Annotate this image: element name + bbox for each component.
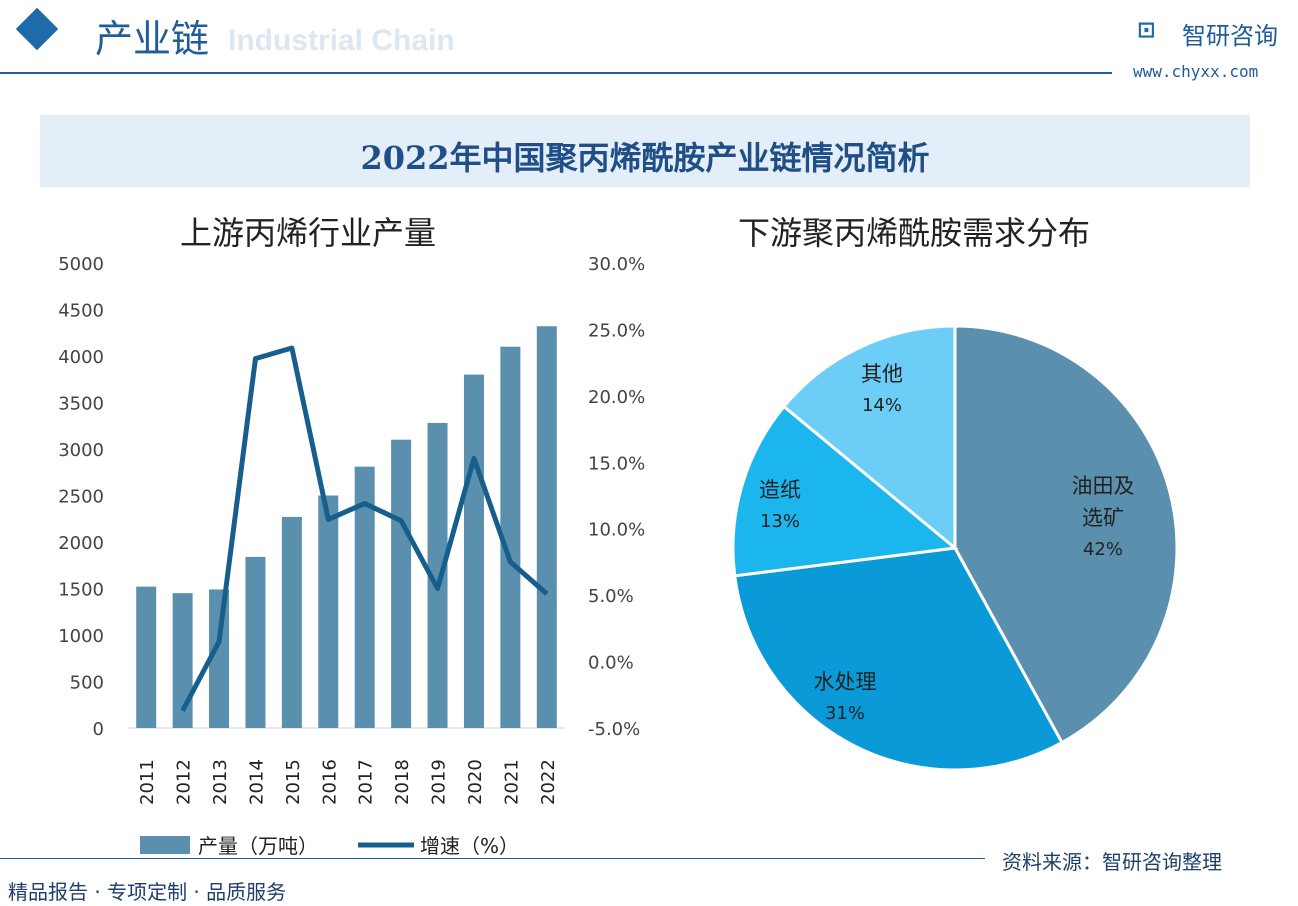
pie-chart — [731, 324, 1179, 772]
bar — [209, 589, 230, 728]
left-axis-tick: 0 — [93, 719, 104, 740]
slice-label-water: 水处理 31% — [810, 666, 880, 730]
slice-value: 13% — [759, 511, 800, 532]
left-axis-tick: 4500 — [58, 301, 104, 322]
brand-url: www.chyxx.com — [1133, 62, 1259, 81]
x-axis-tick: 2012 — [174, 759, 195, 805]
right-axis-tick: -5.0% — [588, 719, 640, 740]
pie-slice — [731, 404, 959, 578]
bar — [427, 422, 448, 728]
left-axis-tick: 3500 — [58, 394, 104, 415]
x-axis-tick: 2022 — [538, 759, 559, 805]
left-axis-tick: 4000 — [58, 347, 104, 368]
bar — [463, 374, 484, 728]
x-axis-tick: 2013 — [210, 759, 231, 805]
right-axis-tick: 10.0% — [588, 520, 645, 541]
slice-label: 油田及选矿 — [1071, 474, 1135, 530]
header-subtitle: Industrial Chain — [228, 24, 455, 57]
bar — [391, 439, 412, 728]
slice-label-other: 其他 14% — [847, 358, 917, 422]
bar — [536, 326, 557, 728]
banner-title: 2022年中国聚丙烯酰胺产业链情况简析 — [360, 139, 930, 177]
x-axis-tick: 2017 — [356, 759, 377, 805]
right-axis-tick: 5.0% — [588, 586, 634, 607]
footer-divider — [0, 858, 985, 859]
source-note: 资料来源：智研咨询整理 — [1002, 850, 1222, 874]
right-axis-tick: 0.0% — [588, 653, 634, 674]
bar — [136, 586, 157, 728]
pie-chart-title: 下游聚丙烯酰胺需求分布 — [738, 214, 1091, 252]
right-axis-tick: 25.0% — [588, 320, 645, 341]
x-axis-tick: 2019 — [429, 759, 450, 805]
slice-value: 31% — [824, 703, 865, 724]
bar — [245, 556, 266, 728]
slice-label: 水处理 — [813, 670, 877, 694]
pie-slice — [953, 324, 1179, 745]
pie-slice — [781, 324, 957, 552]
left-axis-tick: 2500 — [58, 487, 104, 508]
x-axis-tick: 2021 — [501, 759, 522, 805]
x-axis-tick: 2020 — [465, 759, 486, 805]
left-axis-tick: 3000 — [58, 440, 104, 461]
pie-slice — [733, 546, 1064, 772]
x-axis-tick: 2011 — [137, 759, 158, 805]
brand-logo-icon: ⊡ — [1137, 18, 1156, 43]
page-title: 产业链 — [95, 17, 210, 61]
x-axis-tick: 2016 — [319, 759, 340, 805]
banner — [40, 115, 1250, 187]
header-divider — [0, 72, 1112, 74]
bar-chart-title: 上游丙烯行业产量 — [180, 214, 437, 252]
left-axis-tick: 1000 — [58, 626, 104, 647]
left-axis-tick: 5000 — [58, 254, 104, 275]
left-axis-tick: 1500 — [58, 580, 104, 601]
bar-line-chart: 0 500 1000 1500 2000 2500 3000 3500 4000 4500 5000… — [58, 254, 645, 858]
brand-name: 智研咨询 — [1182, 22, 1278, 50]
bar — [172, 593, 193, 728]
legend-bar-label: 产量（万吨） — [198, 834, 318, 858]
legend-bar-swatch — [140, 836, 190, 854]
right-axis-tick: 30.0% — [588, 254, 645, 275]
slice-label: 造纸 — [759, 478, 801, 502]
slice-value: 42% — [1082, 539, 1123, 560]
bar — [318, 495, 339, 728]
x-axis-tick: 2015 — [283, 759, 304, 805]
slice-label-oilfield: 油田及选矿 42% — [1068, 470, 1138, 566]
bar — [500, 346, 521, 728]
bar — [281, 516, 302, 728]
left-axis-tick: 500 — [70, 673, 104, 694]
legend-line-label: 增速（%） — [420, 834, 519, 858]
right-axis-tick: 20.0% — [588, 387, 645, 408]
right-axis-tick: 15.0% — [588, 453, 645, 474]
x-axis-tick: 2018 — [392, 759, 413, 805]
slice-value: 14% — [861, 395, 902, 416]
left-axis-tick: 2000 — [58, 533, 104, 554]
slice-label: 其他 — [861, 362, 903, 386]
bar — [354, 466, 375, 728]
x-axis-tick: 2014 — [246, 759, 267, 805]
footer-slogan: 精品报告 · 专项定制 · 品质服务 — [8, 880, 287, 904]
slice-label-paper: 造纸 13% — [745, 474, 815, 538]
